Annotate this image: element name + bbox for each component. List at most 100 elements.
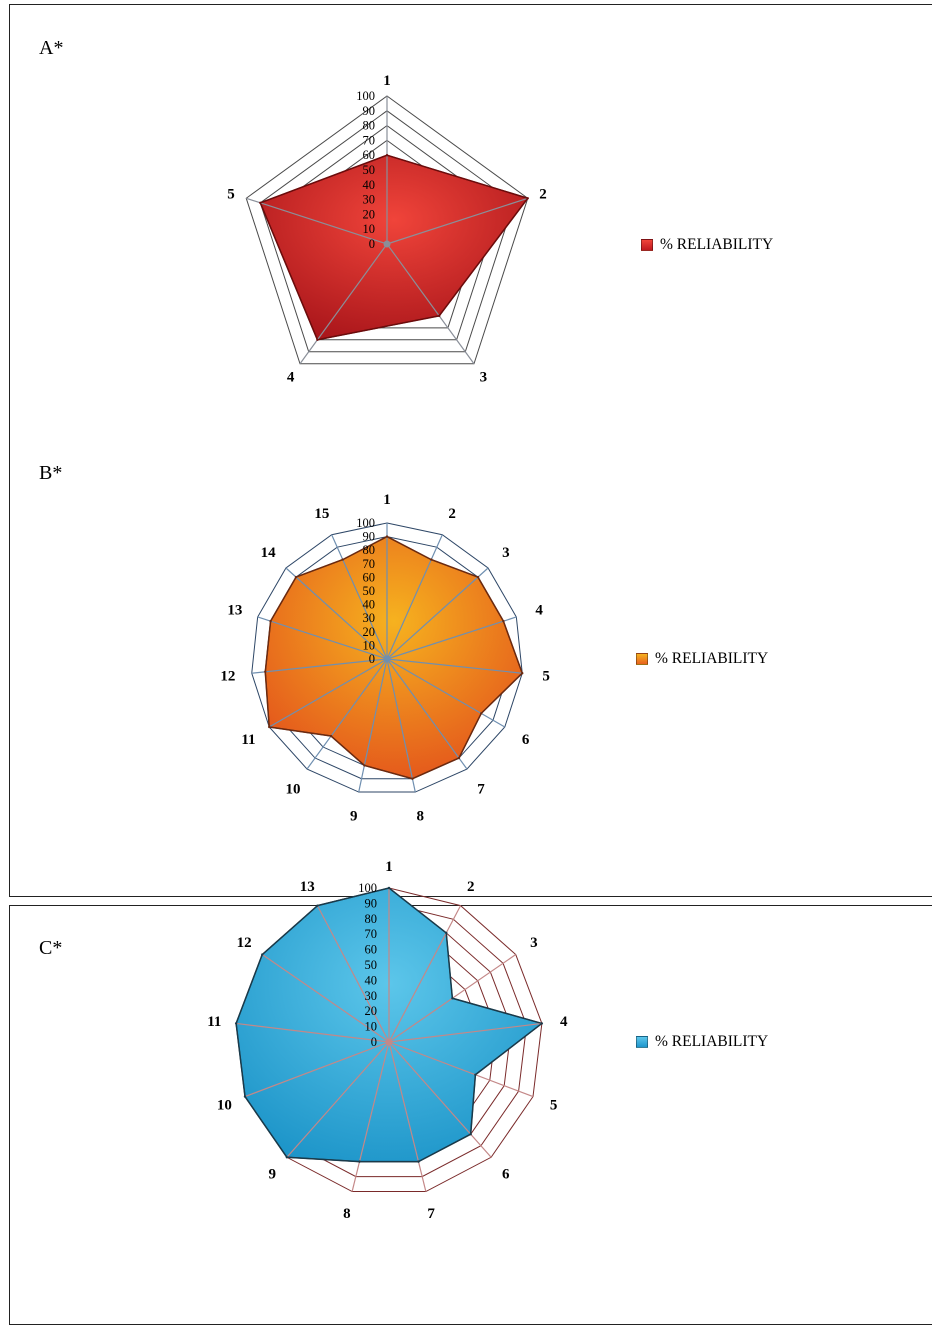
radar-point-b-3 bbox=[476, 575, 480, 579]
radar-category-label: 9 bbox=[350, 809, 358, 825]
radar-category-label: 7 bbox=[427, 1206, 435, 1222]
radar-tick-label: 90 bbox=[363, 104, 376, 118]
radar-point-c-2 bbox=[445, 931, 448, 935]
radar-point-c-11 bbox=[234, 1022, 238, 1025]
radar-tick-label: 70 bbox=[363, 557, 376, 571]
legend-a: % RELIABILITY bbox=[641, 236, 773, 254]
radar-category-label: 10 bbox=[217, 1097, 232, 1113]
radar-tick-label: 60 bbox=[363, 570, 376, 584]
radar-category-label: 2 bbox=[467, 879, 475, 895]
panel-label-c: C* bbox=[39, 937, 63, 959]
radar-spoke bbox=[386, 658, 468, 770]
radar-spoke bbox=[386, 658, 506, 728]
radar-category-label: 12 bbox=[237, 935, 252, 951]
panel-label-a: A* bbox=[39, 37, 64, 59]
radar-point-b-4 bbox=[502, 619, 505, 623]
radar-tick-label: 40 bbox=[363, 178, 376, 192]
radar-tick-label: 100 bbox=[356, 516, 375, 530]
legend-c: % RELIABILITY bbox=[636, 1033, 768, 1051]
radar-category-label: 12 bbox=[220, 669, 235, 685]
radar-point-c-10 bbox=[243, 1095, 247, 1098]
radar-tick-label: 90 bbox=[365, 896, 378, 910]
radar-category-label: 2 bbox=[448, 506, 456, 522]
radar-point-c-4 bbox=[540, 1022, 544, 1025]
radar-spoke bbox=[386, 243, 475, 365]
radar-grid-ring bbox=[245, 95, 529, 365]
legend-swatch-b bbox=[636, 653, 648, 665]
radar-category-label: 4 bbox=[287, 370, 295, 386]
radar-spoke bbox=[236, 1022, 390, 1043]
legend-label-c: % RELIABILITY bbox=[655, 1033, 769, 1050]
radar-spoke bbox=[388, 1041, 492, 1158]
radar-tick-label: 70 bbox=[365, 927, 378, 941]
radar-spoke bbox=[251, 658, 388, 674]
radar-category-label: 10 bbox=[285, 781, 300, 797]
radar-tick-label: 70 bbox=[363, 133, 376, 147]
radar-point-b-8 bbox=[411, 777, 414, 780]
radar-category-label: 6 bbox=[522, 732, 530, 748]
radar-spoke bbox=[246, 197, 388, 245]
radar-category-label: 11 bbox=[241, 732, 255, 748]
radar-tick-label: 40 bbox=[363, 598, 376, 612]
panel-label-b: B* bbox=[39, 462, 63, 484]
radar-spoke bbox=[244, 1041, 390, 1098]
radar-spoke bbox=[388, 1041, 534, 1098]
radar-point-b-7 bbox=[457, 756, 461, 760]
radar-point-c-9 bbox=[285, 1156, 289, 1159]
radar-point-b-12 bbox=[264, 670, 267, 673]
radar-tick-label: 40 bbox=[365, 973, 378, 987]
radar-category-label: 14 bbox=[261, 545, 277, 561]
radar-spoke bbox=[331, 534, 388, 660]
radar-spoke bbox=[388, 905, 462, 1043]
radar-category-label: 4 bbox=[560, 1014, 568, 1030]
radar-tick-label: 30 bbox=[363, 193, 376, 207]
radar-tick-label: 100 bbox=[358, 881, 377, 895]
radar-spoke bbox=[386, 616, 517, 660]
radar-spoke bbox=[286, 1041, 390, 1158]
radar-tick-label: 50 bbox=[363, 584, 376, 598]
radar-spoke bbox=[299, 243, 388, 365]
radar-point-b-2 bbox=[430, 558, 433, 561]
radar-tick-label: 30 bbox=[365, 989, 378, 1003]
radar-point-c-13 bbox=[316, 904, 319, 907]
radar-point-b-14 bbox=[294, 575, 298, 579]
radar-center-point bbox=[383, 240, 391, 248]
radar-spoke bbox=[386, 658, 416, 793]
radar-category-label: 6 bbox=[502, 1167, 510, 1183]
radar-tick-label: 0 bbox=[369, 237, 375, 251]
radar-category-label: 15 bbox=[314, 506, 329, 522]
radar-category-label: 2 bbox=[539, 186, 547, 202]
radar-category-label: 8 bbox=[417, 809, 425, 825]
radar-category-label: 8 bbox=[343, 1206, 351, 1222]
radar-outline-c bbox=[235, 887, 543, 1163]
radar-tick-label: 0 bbox=[369, 652, 375, 666]
radar-point-b-5 bbox=[521, 672, 524, 675]
radar-category-label: 3 bbox=[480, 370, 488, 386]
radar-spoke bbox=[386, 658, 523, 674]
radar-category-label: 7 bbox=[477, 781, 485, 797]
radar-tick-label: 100 bbox=[356, 89, 375, 103]
radar-point-c-6 bbox=[469, 1133, 472, 1136]
radar-outline-b bbox=[264, 535, 523, 780]
radar-tick-label: 10 bbox=[365, 1020, 378, 1034]
radar-spoke bbox=[306, 658, 388, 770]
radar-point-a-5 bbox=[259, 201, 262, 205]
radar-spoke bbox=[316, 905, 390, 1043]
radar-category-label: 9 bbox=[269, 1167, 277, 1183]
legend-b: % RELIABILITY bbox=[636, 650, 768, 668]
radar-tick-label: 80 bbox=[363, 119, 376, 133]
radar-category-label: 1 bbox=[383, 492, 391, 508]
radar-tick-label: 90 bbox=[363, 530, 376, 544]
radar-tick-label: 60 bbox=[365, 943, 378, 957]
radar-category-label: 3 bbox=[530, 935, 538, 951]
chart-panel-frame-ab bbox=[9, 4, 932, 897]
legend-label-a: % RELIABILITY bbox=[660, 236, 774, 253]
radar-point-a-2 bbox=[526, 197, 529, 200]
radar-category-label: 4 bbox=[535, 603, 543, 619]
radar-spoke bbox=[268, 658, 388, 728]
radar-spoke bbox=[257, 616, 388, 660]
radar-tick-label: 60 bbox=[363, 148, 376, 162]
radar-spoke bbox=[261, 954, 390, 1043]
